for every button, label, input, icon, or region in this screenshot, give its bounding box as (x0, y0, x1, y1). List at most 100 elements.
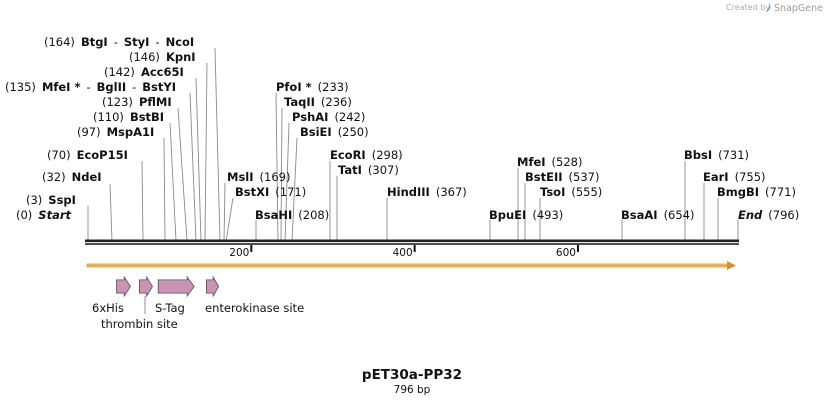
site-label-tati: TatI (307) (338, 163, 399, 177)
site-label-part: BtgI (81, 35, 108, 49)
feature-label-thrombin-site: thrombin site (101, 317, 178, 331)
site-label-part: BmgBI (717, 185, 759, 199)
feature-label-s-tag: S-Tag (155, 301, 185, 315)
site-label-part: (169) (260, 170, 291, 184)
plasmid-name: pET30a-PP32 (362, 367, 462, 383)
site-label-part: (233) (318, 80, 349, 94)
site-label-part: (654) (664, 208, 695, 222)
site-label-part: - (86, 80, 90, 94)
site-label-hindiii: HindIII (367) (387, 185, 467, 199)
site-label-part: BpuEI (489, 208, 526, 222)
feature-arrow-6xhis (116, 275, 131, 298)
site-label-part: PshAI (292, 110, 328, 124)
site-label-bsiei: BsiEI (250) (300, 125, 369, 139)
site-label-part: StyI (124, 35, 150, 49)
ruler-tick-label: 600 (556, 247, 576, 259)
site-label-bmgbi: BmgBI (771) (717, 185, 796, 199)
site-label-part: - (155, 35, 159, 49)
site-label-bsaai: BsaAI (654) (621, 208, 695, 222)
site-label-part: (142) (104, 65, 135, 79)
snapgene-logo-icon (766, 3, 771, 12)
site-label-sspi: (3) SspI (26, 193, 76, 207)
site-label-part: - (114, 35, 118, 49)
site-label-eari: EarI (755) (703, 170, 766, 184)
site-label-pfoi: PfoI * (233) (276, 80, 349, 94)
feature-arrow-enterokinase-site (206, 275, 220, 298)
site-label-btgi-styi-ncoi: (164) BtgI - StyI - NcoI (44, 35, 194, 49)
site-label-acc65i: (142) Acc65I (104, 65, 184, 79)
site-label-part: (171) (275, 185, 306, 199)
site-label-part: BstYI (142, 80, 176, 94)
site-label-part: BbsI (684, 148, 712, 162)
features-track (116, 275, 220, 298)
site-label-part: BglII (97, 80, 127, 94)
site-label-part: BstXI (235, 185, 269, 199)
site-label-tsoi: TsoI (555) (540, 185, 602, 199)
site-label-part: TaqII (284, 95, 315, 109)
feature-label-6xhis: 6xHis (92, 301, 124, 315)
site-label-pflmi: (123) PflMI (102, 95, 172, 109)
site-label-part: - (132, 80, 136, 94)
site-label-part: End (738, 208, 763, 222)
feature-arrow-thrombin-site (139, 275, 153, 298)
site-label-ndei: (32) NdeI (42, 170, 102, 184)
site-label-part: (123) (102, 95, 133, 109)
site-label-part: (70) (47, 148, 71, 162)
site-label-part: (755) (735, 170, 766, 184)
site-label-part: BsaAI (621, 208, 658, 222)
site-label-ecop15i: (70) EcoP15I (47, 148, 128, 162)
site-label-part: MfeI * (42, 80, 81, 94)
site-label-part: (555) (571, 185, 602, 199)
site-label-part: MslI (227, 170, 254, 184)
site-label-part: (32) (42, 170, 66, 184)
plasmid-length: 796 bp (394, 384, 431, 396)
site-label-part: BsaHI (255, 208, 292, 222)
snapgene-brand-text: SnapGene (774, 3, 823, 14)
site-label-part: (110) (93, 110, 124, 124)
site-label-part: HindIII (387, 185, 430, 199)
site-label-taqii: TaqII (236) (284, 95, 352, 109)
site-label-part: BstBI (130, 110, 164, 124)
site-label-part: EcoRI (330, 148, 366, 162)
site-label-part: (771) (765, 185, 796, 199)
site-label-part: (796) (768, 208, 799, 222)
site-label-part: (0) (16, 208, 32, 222)
site-label-part: (528) (552, 155, 583, 169)
site-label-part: KpnI (166, 50, 196, 64)
site-label-part: (208) (298, 208, 329, 222)
site-label-part: NdeI (72, 170, 102, 184)
site-label-part: TsoI (540, 185, 565, 199)
dna-backbone (85, 239, 739, 245)
feature-arrow-s-tag (157, 275, 195, 298)
site-label-bsahi: BsaHI (208) (255, 208, 329, 222)
site-label-end: End (796) (738, 208, 799, 222)
ruler: 200 400 600 (229, 245, 579, 259)
site-label-part: (731) (718, 148, 749, 162)
site-label-part: (298) (372, 148, 403, 162)
site-label-part: (97) (77, 125, 101, 139)
site-label-part: EcoP15I (77, 148, 128, 162)
site-label-mfei-bglii-bstyi: (135) MfeI * - BglII - BstYI (5, 80, 176, 94)
site-label-mspa1i: (97) MspA1I (77, 125, 154, 139)
site-label-part: NcoI (166, 35, 195, 49)
site-label-start: (0) Start (16, 208, 72, 222)
site-label-bbsi: BbsI (731) (684, 148, 749, 162)
site-label-part: (164) (44, 35, 75, 49)
site-label-part: (135) (5, 80, 36, 94)
site-label-part: Start (38, 208, 71, 222)
site-label-part: (250) (338, 125, 369, 139)
site-label-part: TatI (338, 163, 362, 177)
site-label-bsteii: BstEII (537) (525, 170, 599, 184)
site-label-part: BsiEI (300, 125, 332, 139)
site-leader-lines (87, 47, 739, 242)
site-label-part: (3) (26, 193, 42, 207)
site-label-part: Acc65I (141, 65, 184, 79)
site-label-part: (493) (532, 208, 563, 222)
site-label-part: (537) (569, 170, 600, 184)
site-label-part: EarI (703, 170, 729, 184)
site-label-mfei: MfeI (528) (517, 155, 582, 169)
site-label-part: PflMI (139, 95, 172, 109)
site-label-pshai: PshAI (242) (292, 110, 365, 124)
site-label-part: (367) (436, 185, 467, 199)
